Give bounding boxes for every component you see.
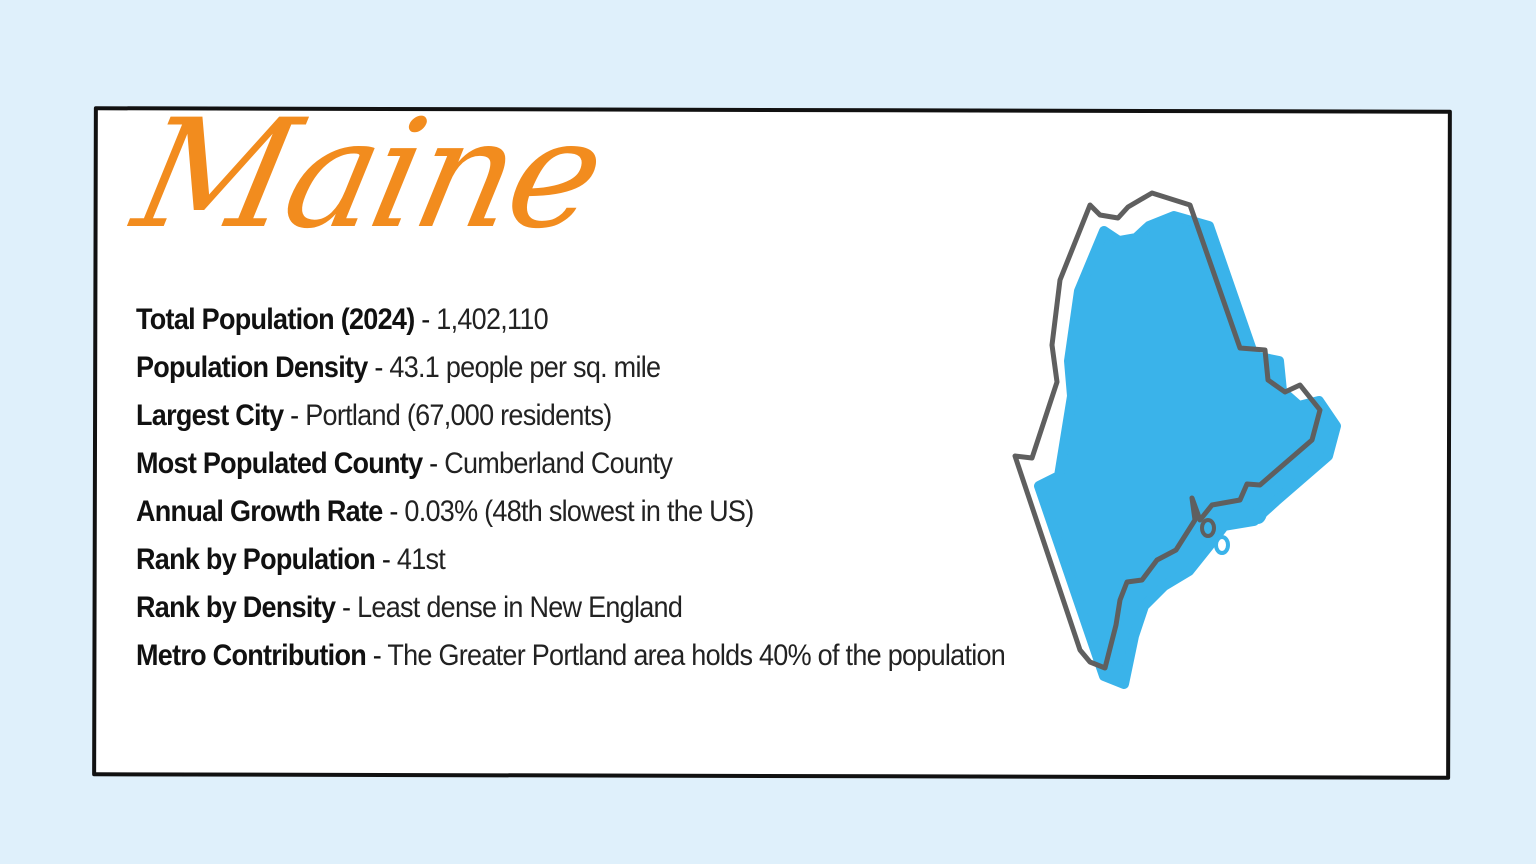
fact-label: Largest City xyxy=(136,399,284,432)
fact-label: Population Density xyxy=(136,351,368,384)
fact-item: Metro Contribution - The Greater Portlan… xyxy=(136,639,1006,672)
fact-value: The Greater Portland area holds 40% of t… xyxy=(387,639,1006,672)
fact-value: Cumberland County xyxy=(444,447,673,480)
fact-item: Largest City - Portland (67,000 resident… xyxy=(136,399,612,432)
fact-value: 41st xyxy=(396,543,446,576)
fact-label: Total Population (2024) xyxy=(136,303,415,336)
fact-value: Portland (67,000 residents) xyxy=(305,399,612,432)
fact-label: Metro Contribution xyxy=(136,639,367,672)
island-icon xyxy=(1200,518,1216,538)
island-icon xyxy=(1214,535,1230,555)
fact-label: Annual Growth Rate xyxy=(136,495,383,528)
fact-item: Total Population (2024) - 1,402,110 xyxy=(136,303,549,336)
island-icon xyxy=(1249,500,1267,524)
fact-item: Rank by Density - Least dense in New Eng… xyxy=(136,591,683,624)
fact-item: Most Populated County - Cumberland Count… xyxy=(136,447,673,480)
fact-label: Most Populated County xyxy=(136,447,423,480)
facts-list: Total Population (2024) - 1,402,110 Popu… xyxy=(136,296,1036,680)
fact-value: 1,402,110 xyxy=(436,303,548,336)
fact-item: Population Density - 43.1 people per sq.… xyxy=(136,351,661,384)
fact-value: 0.03% (48th slowest in the US) xyxy=(404,495,754,528)
map-fill xyxy=(1034,211,1341,689)
fact-value: Least dense in New England xyxy=(357,591,683,624)
fact-label: Rank by Population xyxy=(136,543,376,576)
map-outline xyxy=(1012,190,1323,671)
fact-item: Rank by Population - 41st xyxy=(136,543,446,576)
fact-label: Rank by Density xyxy=(136,591,336,624)
fact-value: 43.1 people per sq. mile xyxy=(389,351,661,384)
fact-item: Annual Growth Rate - 0.03% (48th slowest… xyxy=(136,495,754,528)
